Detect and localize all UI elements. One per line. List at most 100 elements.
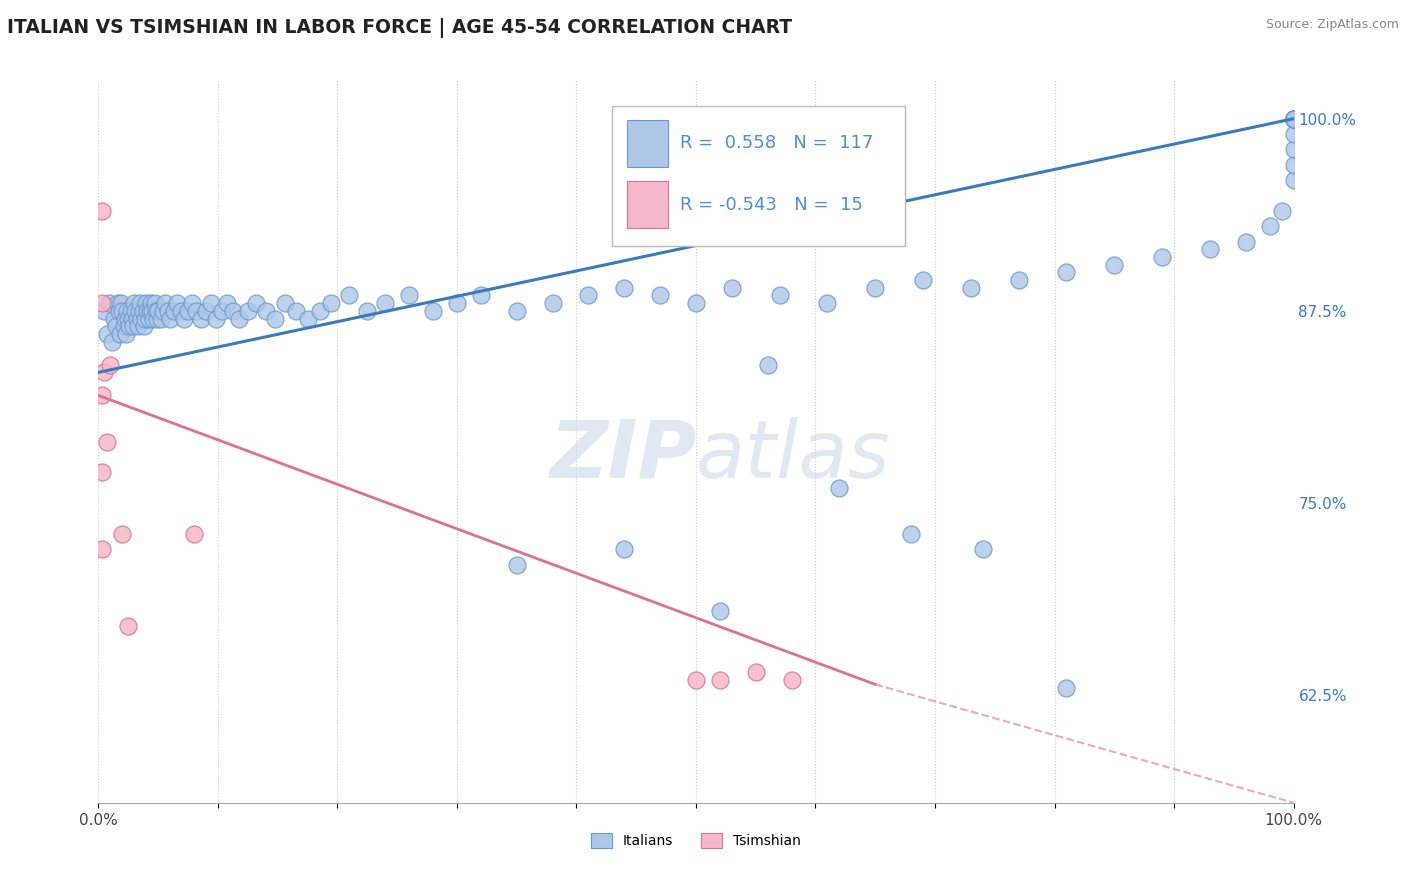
Point xyxy=(134,311,156,326)
Point xyxy=(1282,112,1305,126)
Point xyxy=(107,304,129,318)
Point xyxy=(204,311,226,326)
Point xyxy=(139,296,162,310)
Point xyxy=(108,326,131,341)
Point xyxy=(1008,273,1031,287)
Point xyxy=(374,296,396,310)
Point xyxy=(122,319,145,334)
Point xyxy=(115,304,138,318)
Point xyxy=(828,481,851,495)
Point xyxy=(91,388,114,402)
Point xyxy=(166,296,188,310)
Point xyxy=(297,311,319,326)
Point xyxy=(91,203,114,218)
Point xyxy=(217,296,239,310)
Point xyxy=(128,304,150,318)
Point xyxy=(264,311,287,326)
Point xyxy=(105,319,128,334)
Point xyxy=(900,526,922,541)
Point xyxy=(173,311,195,326)
Text: Source: ZipAtlas.com: Source: ZipAtlas.com xyxy=(1265,18,1399,31)
Point xyxy=(163,304,186,318)
Point xyxy=(1282,143,1305,157)
Point xyxy=(131,311,153,326)
Point xyxy=(127,319,149,334)
Point xyxy=(146,311,169,326)
Point xyxy=(152,304,174,318)
Point xyxy=(91,542,114,557)
Point xyxy=(1271,203,1294,218)
Point xyxy=(685,296,707,310)
Point xyxy=(143,296,166,310)
Point xyxy=(96,434,118,449)
Point xyxy=(506,558,529,572)
Point xyxy=(613,542,636,557)
Point xyxy=(685,673,707,687)
Point xyxy=(139,304,162,318)
Legend: Italians, Tsimshian: Italians, Tsimshian xyxy=(585,828,807,854)
Point xyxy=(228,311,250,326)
Point xyxy=(1056,681,1078,695)
Point xyxy=(446,296,468,310)
Point xyxy=(1234,235,1257,249)
Point xyxy=(117,619,139,633)
Point xyxy=(195,304,218,318)
Point xyxy=(1282,112,1305,126)
Point xyxy=(121,311,143,326)
Point xyxy=(1282,112,1305,126)
Point xyxy=(91,465,114,479)
Point xyxy=(222,304,245,318)
Point xyxy=(110,296,132,310)
Point xyxy=(177,304,200,318)
Point xyxy=(124,296,146,310)
Point xyxy=(125,311,148,326)
Point xyxy=(865,281,887,295)
Point xyxy=(111,304,134,318)
Point xyxy=(148,304,170,318)
Point xyxy=(780,673,803,687)
Point xyxy=(721,281,744,295)
Point xyxy=(506,304,529,318)
Text: ITALIAN VS TSIMSHIAN IN LABOR FORCE | AGE 45-54 CORRELATION CHART: ITALIAN VS TSIMSHIAN IN LABOR FORCE | AG… xyxy=(7,18,792,37)
Text: ZIP: ZIP xyxy=(548,417,696,495)
Point xyxy=(578,288,600,302)
Point xyxy=(1258,219,1281,234)
Point xyxy=(155,296,177,310)
Point xyxy=(1282,112,1305,126)
Point xyxy=(245,296,267,310)
Point xyxy=(284,304,307,318)
Point xyxy=(648,288,672,302)
Point xyxy=(180,296,202,310)
Point xyxy=(100,334,122,349)
Point xyxy=(93,304,115,318)
Point xyxy=(274,296,297,310)
Point xyxy=(308,304,330,318)
Point xyxy=(422,304,444,318)
Point xyxy=(1282,112,1305,126)
Point xyxy=(254,304,277,318)
Point xyxy=(186,304,208,318)
Point xyxy=(1282,112,1305,126)
Point xyxy=(1104,258,1126,272)
Point xyxy=(132,319,155,334)
Point xyxy=(149,311,172,326)
Point xyxy=(321,296,343,310)
Point xyxy=(960,281,983,295)
Bar xyxy=(627,181,668,228)
Point xyxy=(768,288,790,302)
Point xyxy=(1282,112,1305,126)
Bar xyxy=(627,120,668,167)
Point xyxy=(112,319,135,334)
Point xyxy=(339,288,361,302)
Point xyxy=(709,673,731,687)
Point xyxy=(107,296,129,310)
Point xyxy=(114,311,136,326)
Point xyxy=(972,542,994,557)
Point xyxy=(1282,173,1305,187)
Point xyxy=(1056,265,1078,279)
Point xyxy=(398,288,420,302)
Point xyxy=(142,311,165,326)
FancyBboxPatch shape xyxy=(613,105,905,246)
Point xyxy=(170,304,193,318)
Point xyxy=(103,311,125,326)
